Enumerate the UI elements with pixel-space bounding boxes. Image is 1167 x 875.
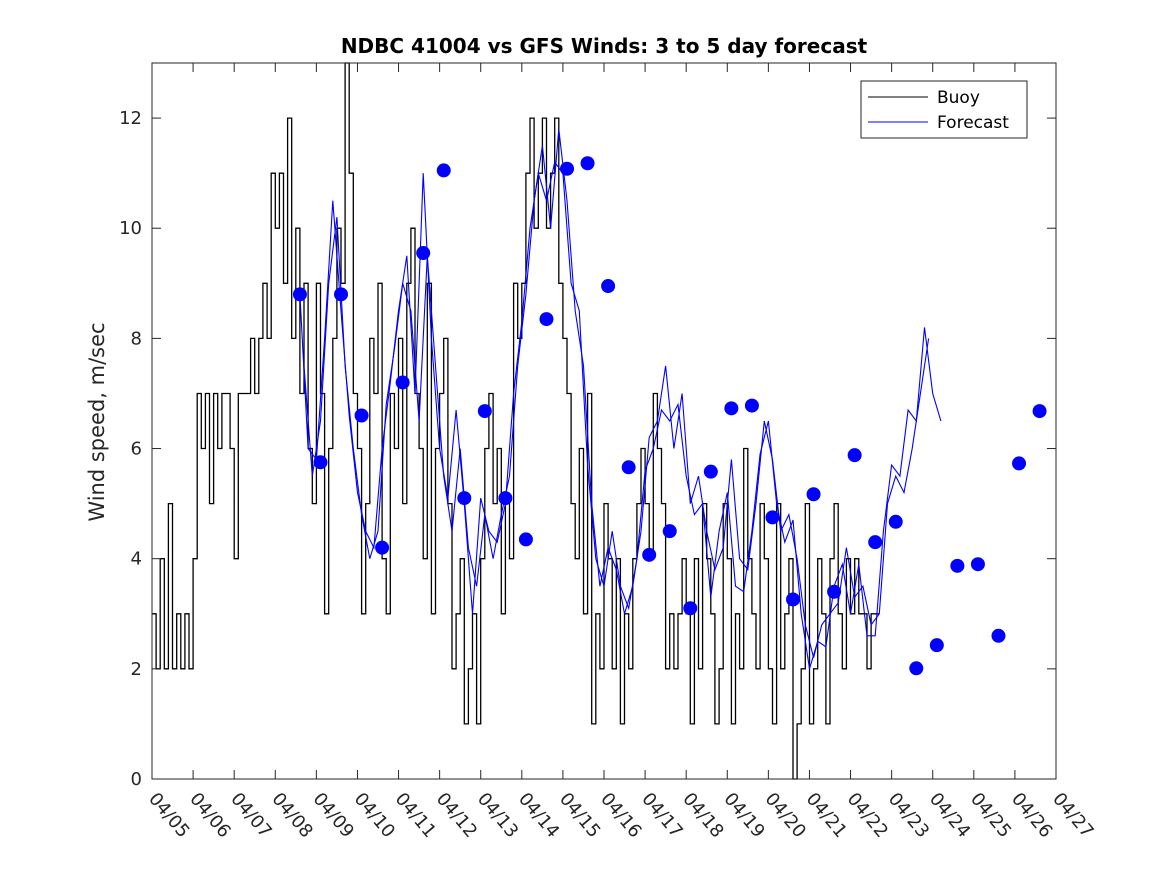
y-tick-label: 8: [131, 328, 142, 349]
forecast-marker: [1032, 404, 1047, 419]
x-tick-label: 04/16: [596, 789, 645, 842]
x-tick-label: 04/15: [555, 789, 604, 842]
x-tick-label: 04/25: [966, 789, 1015, 842]
forecast-marker: [354, 408, 369, 423]
x-tick-label: 04/22: [843, 789, 892, 842]
forecast-marker: [991, 628, 1006, 643]
forecast-marker: [1012, 456, 1027, 471]
x-tick-label: 04/08: [267, 789, 316, 842]
forecast-marker: [786, 592, 801, 607]
x-tick-label: 04/09: [309, 789, 358, 842]
x-tick-label: 04/20: [761, 789, 810, 842]
y-tick-label: 0: [131, 769, 142, 790]
forecast-marker: [498, 491, 513, 506]
forecast-marker: [744, 398, 759, 413]
x-tick-label: 04/21: [802, 789, 851, 842]
x-tick-label: 04/13: [473, 789, 522, 842]
forecast-marker: [888, 514, 903, 529]
forecast-marker: [477, 404, 492, 419]
forecast-marker: [292, 287, 307, 302]
forecast-marker: [334, 287, 349, 302]
buoy-series: [152, 62, 880, 780]
x-tick-label: 04/07: [226, 789, 275, 842]
legend-buoy-label: Buoy: [937, 88, 980, 108]
forecast-marker: [457, 491, 472, 506]
forecast-marker: [395, 375, 410, 390]
forecast-marker: [827, 584, 842, 599]
forecast-line-2: [303, 129, 930, 658]
forecast-marker: [662, 524, 677, 539]
legend: Buoy Forecast: [860, 80, 1028, 139]
legend-box: [860, 80, 1028, 139]
forecast-marker: [601, 279, 616, 294]
forecast-marker: [806, 487, 821, 502]
x-tick-label: 04/26: [1007, 789, 1056, 842]
y-tick-label: 6: [131, 439, 142, 460]
x-tick-label: 04/06: [185, 789, 234, 842]
x-tick-label: 04/12: [432, 789, 481, 842]
y-tick-label: 10: [119, 218, 142, 239]
legend-forecast-label: Forecast: [937, 113, 1009, 133]
forecast-marker: [539, 312, 554, 327]
forecast-marker: [724, 401, 739, 416]
x-tick-label: 04/05: [144, 789, 193, 842]
forecast-marker: [313, 455, 328, 470]
forecast-marker: [416, 246, 431, 261]
forecast-marker: [436, 163, 451, 178]
x-tick-label: 04/11: [391, 789, 440, 842]
y-tick-label: 12: [119, 108, 142, 129]
forecast-marker: [765, 510, 780, 525]
forecast-marker: [518, 532, 533, 547]
x-tick-label: 04/24: [925, 789, 974, 842]
forecast-markers: [292, 156, 1047, 676]
x-tick-label: 04/23: [884, 789, 933, 842]
forecast-marker: [580, 156, 595, 171]
forecast-marker: [683, 601, 698, 616]
y-tick-label: 2: [131, 659, 142, 680]
chart-title: NDBC 41004 vs GFS Winds: 3 to 5 day fore…: [341, 34, 868, 58]
forecast-marker: [560, 161, 575, 176]
forecast-marker: [375, 540, 390, 555]
forecast-marker: [621, 460, 636, 475]
x-tick-label: 04/17: [637, 789, 686, 842]
x-tick-label: 04/14: [514, 789, 563, 842]
x-tick-label: 04/10: [350, 789, 399, 842]
x-tick-label: 04/19: [719, 789, 768, 842]
x-tick-label: 04/18: [678, 789, 727, 842]
forecast-marker: [970, 557, 985, 572]
forecast-marker: [950, 558, 965, 573]
y-axis-label: Wind speed, m/sec: [85, 322, 109, 521]
x-tick-label: 04/27: [1048, 789, 1097, 842]
forecast-marker: [703, 464, 718, 479]
forecast-marker: [909, 661, 924, 676]
forecast-marker: [642, 547, 657, 562]
y-tick-label: 4: [131, 549, 142, 570]
buoy-line: [152, 62, 880, 780]
y-axis: 0 2 4 6 8 10 12: [119, 108, 1056, 790]
forecast-marker: [868, 535, 883, 550]
forecast-marker: [847, 448, 862, 463]
forecast-marker: [929, 638, 944, 653]
